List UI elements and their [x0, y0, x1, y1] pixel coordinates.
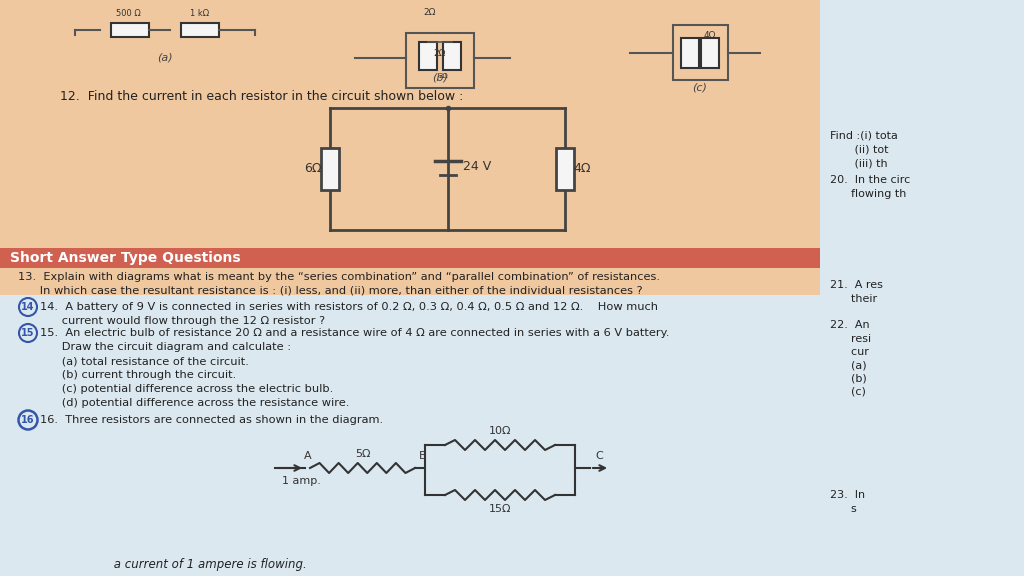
- Text: 4Ω: 4Ω: [573, 162, 591, 176]
- Text: 2Ω: 2Ω: [424, 8, 436, 17]
- Bar: [0, 0, 820, 295]
- Text: 6Ω: 6Ω: [304, 162, 322, 176]
- Bar: [111, 23, 150, 37]
- Text: 500 Ω: 500 Ω: [116, 9, 140, 18]
- Bar: [820, 0, 1024, 576]
- Text: 16.  Three resistors are connected as shown in the diagram.: 16. Three resistors are connected as sho…: [40, 415, 383, 425]
- Bar: [0, 248, 820, 268]
- Text: (ii) tot: (ii) tot: [830, 144, 889, 154]
- Bar: [443, 42, 461, 70]
- Bar: [681, 38, 699, 68]
- Text: 15Ω: 15Ω: [488, 504, 511, 514]
- Bar: [181, 23, 219, 37]
- Text: (d) potential difference across the resistance wire.: (d) potential difference across the resi…: [40, 398, 349, 408]
- Text: 14.  A battery of 9 V is connected in series with resistors of 0.2 Ω, 0.3 Ω, 0.4: 14. A battery of 9 V is connected in ser…: [40, 302, 658, 312]
- Text: B: B: [419, 451, 427, 461]
- Text: resi
      cur
      (a)
      (b)
      (c): resi cur (a) (b) (c): [830, 334, 871, 397]
- Text: (b): (b): [432, 72, 447, 82]
- Text: Short Answer Type Questions: Short Answer Type Questions: [10, 251, 241, 265]
- Text: 21.  A res: 21. A res: [830, 280, 883, 290]
- Bar: [556, 148, 574, 190]
- Bar: [673, 25, 727, 80]
- Text: (c) potential difference across the electric bulb.: (c) potential difference across the elec…: [40, 384, 333, 394]
- Text: 15.  An electric bulb of resistance 20 Ω and a resistance wire of 4 Ω are connec: 15. An electric bulb of resistance 20 Ω …: [40, 328, 670, 338]
- Text: 2Ω: 2Ω: [434, 50, 446, 59]
- Text: (iii) th: (iii) th: [830, 158, 888, 168]
- Text: 15: 15: [22, 328, 35, 338]
- Text: 10Ω: 10Ω: [488, 426, 511, 436]
- Bar: [701, 38, 719, 68]
- Text: C: C: [595, 451, 603, 461]
- Text: 14: 14: [22, 302, 35, 312]
- Text: 22.  An: 22. An: [830, 320, 869, 330]
- Text: s: s: [830, 504, 857, 514]
- Text: 23.  In: 23. In: [830, 490, 865, 500]
- Text: their: their: [830, 294, 878, 304]
- Text: 4Ω: 4Ω: [705, 31, 717, 40]
- Text: (b) current through the circuit.: (b) current through the circuit.: [40, 370, 237, 380]
- Text: 1 amp.: 1 amp.: [282, 476, 321, 486]
- Text: 1 kΩ: 1 kΩ: [190, 9, 210, 18]
- Text: 5Ω: 5Ω: [354, 449, 371, 459]
- Text: 24 V: 24 V: [463, 161, 492, 173]
- Text: Find :(i) tota: Find :(i) tota: [830, 130, 898, 140]
- Bar: [321, 148, 339, 190]
- Text: 2Ω: 2Ω: [438, 73, 447, 79]
- Text: Draw the circuit diagram and calculate :: Draw the circuit diagram and calculate :: [40, 342, 291, 352]
- Text: (c): (c): [692, 82, 708, 92]
- Text: A: A: [304, 451, 312, 461]
- Text: (a) total resistance of the circuit.: (a) total resistance of the circuit.: [40, 356, 249, 366]
- Text: 16: 16: [22, 415, 35, 425]
- Text: a current of 1 ampere is flowing.: a current of 1 ampere is flowing.: [80, 558, 307, 571]
- Text: (a): (a): [158, 52, 173, 62]
- Bar: [0, 295, 820, 576]
- Text: 12.  Find the current in each resistor in the circuit shown below :: 12. Find the current in each resistor in…: [60, 90, 464, 103]
- Bar: [419, 42, 437, 70]
- Text: current would flow through the 12 Ω resistor ?: current would flow through the 12 Ω resi…: [40, 316, 326, 326]
- Text: 20.  In the circ: 20. In the circ: [830, 175, 910, 185]
- Text: 13.  Explain with diagrams what is meant by the “series combination” and “parall: 13. Explain with diagrams what is meant …: [18, 272, 660, 295]
- Text: flowing th: flowing th: [830, 189, 906, 199]
- Bar: [406, 33, 474, 88]
